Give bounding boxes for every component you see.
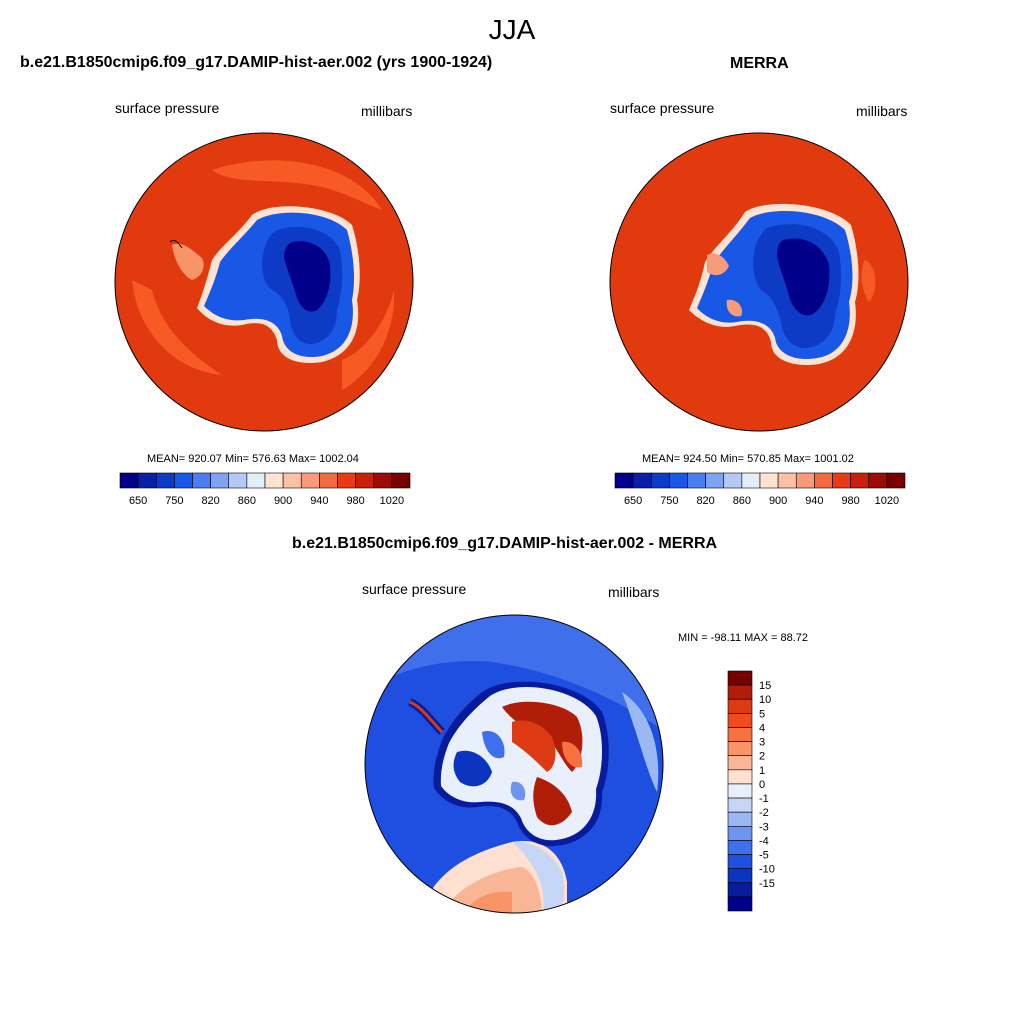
panel-1-variable-label: surface pressure xyxy=(115,100,220,116)
colorbar-swatch xyxy=(155,472,175,489)
colorbar-tick-label: 4 xyxy=(759,722,765,734)
colorbar-tick-label: 1020 xyxy=(875,495,899,507)
colorbar-tick-label: -3 xyxy=(759,821,769,833)
panel-3-polar-map xyxy=(364,614,664,914)
colorbar-swatch xyxy=(705,472,725,489)
colorbar-swatch xyxy=(373,472,393,489)
panel-2-title: MERRA xyxy=(730,55,789,72)
colorbar-swatch xyxy=(727,684,753,700)
colorbar-tick-label: 860 xyxy=(238,495,256,507)
colorbar-tick-label: 860 xyxy=(733,495,751,507)
panel-2-polar-map xyxy=(609,132,909,432)
colorbar-swatch xyxy=(727,769,753,785)
colorbar-swatch xyxy=(174,472,193,489)
colorbar-swatch xyxy=(777,472,797,489)
panel-2-colorbar: 650 750 820 860 900 940 980 1020 xyxy=(614,472,906,507)
colorbar-swatch xyxy=(137,472,157,489)
colorbar-tick-label: -10 xyxy=(759,864,775,876)
panel-1-polar-map xyxy=(114,132,414,432)
colorbar-swatch xyxy=(228,472,248,489)
colorbar-swatch xyxy=(727,854,753,869)
colorbar-swatch xyxy=(759,472,779,489)
colorbar-swatch xyxy=(727,840,753,855)
colorbar-swatch xyxy=(814,472,833,489)
colorbar-tick-label: 1020 xyxy=(380,495,404,507)
colorbar-swatch xyxy=(832,472,851,489)
colorbar-swatch xyxy=(868,472,888,489)
colorbar-swatch xyxy=(741,472,761,489)
colorbar-tick-label: 3 xyxy=(759,737,765,749)
panel-3-variable-label: surface pressure xyxy=(362,581,467,597)
colorbar-swatch xyxy=(246,472,266,489)
colorbar-tick-label: -5 xyxy=(759,850,769,862)
colorbar-tick-label: 750 xyxy=(660,495,678,507)
colorbar-swatch xyxy=(727,825,753,841)
colorbar-swatch xyxy=(723,472,743,489)
colorbar-tick-label: -1 xyxy=(759,793,769,805)
colorbar-swatch xyxy=(319,472,338,489)
colorbar-tick-label: 820 xyxy=(201,495,219,507)
panel-1-stats: MEAN= 920.07 Min= 576.63 Max= 1002.04 xyxy=(147,453,359,465)
colorbar-tick-label: 650 xyxy=(624,495,642,507)
colorbar-swatch xyxy=(614,472,634,489)
colorbar-swatch xyxy=(282,472,302,489)
colorbar-tick-label: 650 xyxy=(129,495,147,507)
colorbar-swatch xyxy=(391,472,411,489)
panel-3-units-label: millibars xyxy=(608,584,660,600)
colorbar-tick-label: 0 xyxy=(759,779,765,791)
colorbar-swatch xyxy=(727,896,753,912)
colorbar-swatch xyxy=(727,698,753,714)
panel-3-stats: MIN = -98.11 MAX = 88.72 xyxy=(678,632,809,644)
colorbar-swatch xyxy=(264,472,284,489)
colorbar-tick-label: 10 xyxy=(759,694,771,706)
colorbar-swatch xyxy=(632,472,652,489)
colorbar-swatch xyxy=(210,472,230,489)
colorbar-swatch xyxy=(727,741,753,757)
figure-title: JJA xyxy=(488,14,536,45)
colorbar-swatch xyxy=(727,797,753,813)
colorbar-tick-label: 980 xyxy=(346,495,364,507)
colorbar-swatch xyxy=(727,882,753,898)
colorbar-tick-label: -15 xyxy=(759,878,775,890)
colorbar-swatch xyxy=(650,472,670,489)
panel-2-variable-label: surface pressure xyxy=(610,100,715,116)
colorbar-swatch xyxy=(727,670,753,686)
colorbar-swatch xyxy=(727,713,753,728)
colorbar-swatch xyxy=(727,811,753,827)
panel-1-units-label: millibars xyxy=(361,103,413,119)
colorbar-tick-label: 5 xyxy=(759,708,765,720)
colorbar-swatch xyxy=(795,472,815,489)
colorbar-tick-label: -4 xyxy=(759,835,769,847)
colorbar-tick-label: 820 xyxy=(696,495,714,507)
colorbar-swatch xyxy=(727,755,753,771)
colorbar-swatch xyxy=(337,472,356,489)
colorbar-swatch xyxy=(355,472,375,489)
colorbar-swatch xyxy=(850,472,870,489)
colorbar-swatch xyxy=(669,472,688,489)
panel-2-stats: MEAN= 924.50 Min= 570.85 Max= 1001.02 xyxy=(642,453,854,465)
colorbar-swatch xyxy=(727,868,753,884)
colorbar-tick-label: 940 xyxy=(310,495,328,507)
colorbar-tick-label: 15 xyxy=(759,680,771,692)
colorbar-swatch xyxy=(687,472,706,489)
colorbar-swatch xyxy=(727,783,753,799)
colorbar-swatch xyxy=(727,727,753,742)
colorbar-tick-label: -2 xyxy=(759,807,769,819)
panel-1-colorbar: 650 750 820 860 900 940 980 1020 xyxy=(119,472,411,507)
colorbar-swatch xyxy=(886,472,906,489)
panel-3-title: b.e21.B1850cmip6.f09_g17.DAMIP-hist-aer.… xyxy=(292,535,718,552)
panel-2-units-label: millibars xyxy=(856,103,908,119)
colorbar-swatch xyxy=(192,472,211,489)
panel-1-title: b.e21.B1850cmip6.f09_g17.DAMIP-hist-aer.… xyxy=(20,54,493,71)
colorbar-tick-label: 900 xyxy=(769,495,787,507)
colorbar-tick-label: 980 xyxy=(841,495,859,507)
colorbar-swatch xyxy=(119,472,139,489)
colorbar-tick-label: 750 xyxy=(165,495,183,507)
colorbar-swatch xyxy=(300,472,320,489)
colorbar-tick-label: 940 xyxy=(805,495,823,507)
colorbar-tick-label: 1 xyxy=(759,765,765,777)
colorbar-tick-label: 900 xyxy=(274,495,292,507)
colorbar-tick-label: 2 xyxy=(759,751,765,763)
